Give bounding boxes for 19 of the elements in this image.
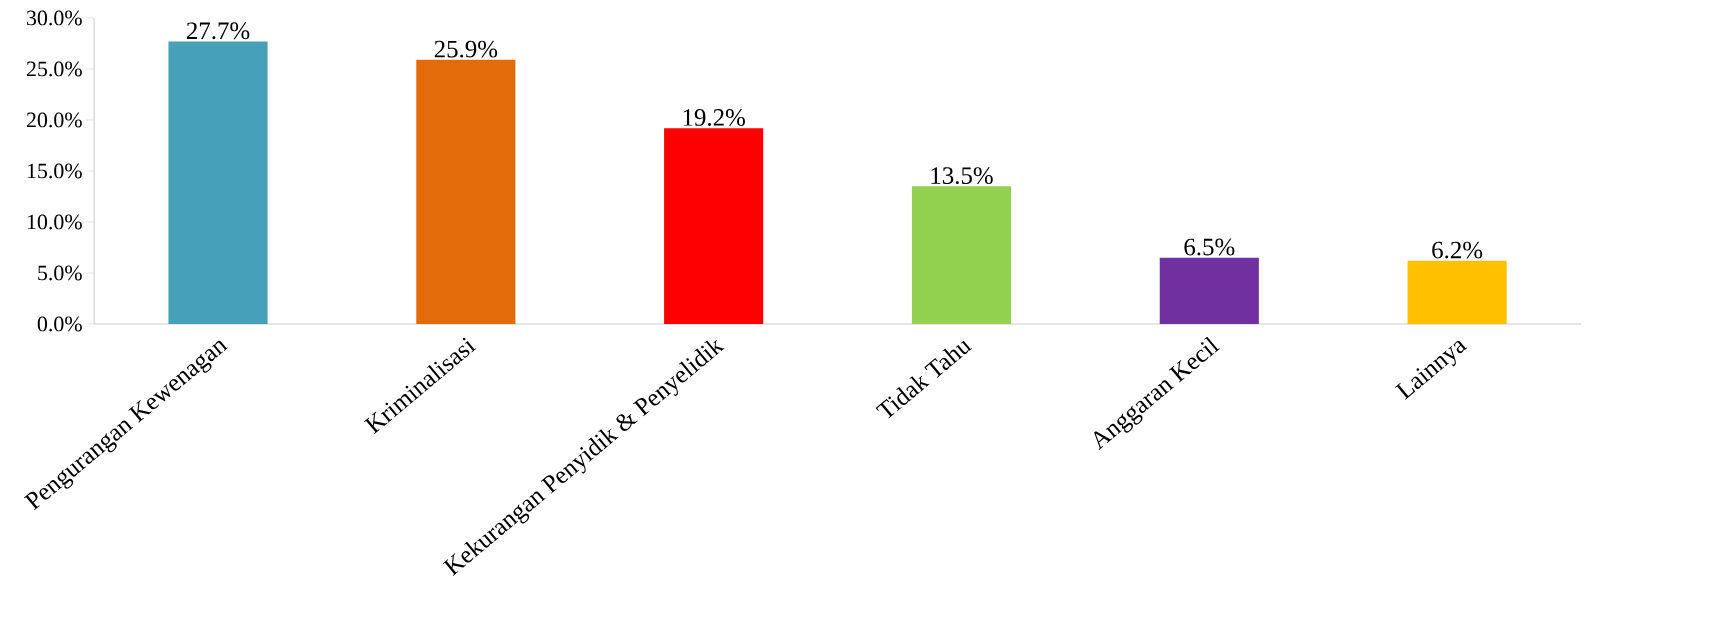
y-tick-label: 5.0% xyxy=(38,265,82,281)
y-tick-label: 30.0% xyxy=(27,10,82,26)
bar xyxy=(1407,260,1507,324)
data-label: 27.7% xyxy=(186,22,250,40)
y-tick-label: 10.0% xyxy=(27,214,82,230)
y-tick-label: 25.0% xyxy=(26,61,82,77)
bar xyxy=(911,186,1012,324)
bar xyxy=(664,128,764,324)
y-tick-label: 20.0% xyxy=(26,112,82,128)
data-label: 6.2% xyxy=(1432,241,1483,259)
bar xyxy=(1159,257,1259,324)
y-tick-label: 0.0% xyxy=(37,316,82,332)
data-label: 6.5% xyxy=(1184,238,1235,256)
data-label: 19.2% xyxy=(683,109,745,126)
data-label: 13.5% xyxy=(931,167,993,185)
bar xyxy=(168,41,268,324)
data-label: 25.9% xyxy=(434,40,498,58)
y-tick-label: 15.0% xyxy=(27,163,82,179)
bar xyxy=(416,59,516,324)
